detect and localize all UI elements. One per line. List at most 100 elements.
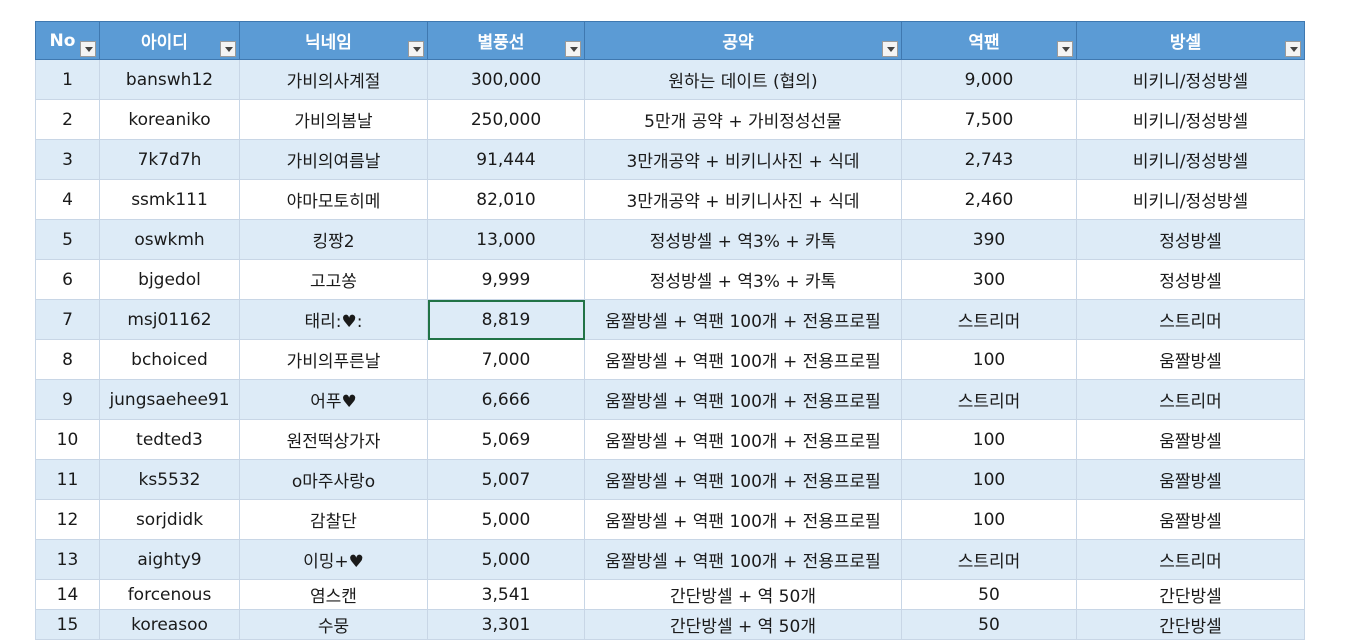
cell-no[interactable]: 7 xyxy=(35,299,100,340)
cell-nick[interactable]: 어푸♥ xyxy=(239,379,428,420)
cell-balloons[interactable]: 5,007 xyxy=(427,459,585,500)
column-header-balloons[interactable]: 별풍선 xyxy=(427,21,585,60)
cell-reverse[interactable]: 9,000 xyxy=(901,59,1077,100)
cell-id[interactable]: oswkmh xyxy=(99,219,240,260)
cell-balloons[interactable]: 3,541 xyxy=(427,579,585,610)
cell-reverse[interactable]: 50 xyxy=(901,609,1077,640)
cell-no[interactable]: 10 xyxy=(35,419,100,460)
cell-room[interactable]: 비키니/정성방셀 xyxy=(1076,139,1305,180)
cell-room[interactable]: 움짤방셀 xyxy=(1076,419,1305,460)
cell-balloons[interactable]: 13,000 xyxy=(427,219,585,260)
filter-dropdown-icon[interactable] xyxy=(408,41,424,57)
cell-pledge[interactable]: 움짤방셀 + 역팬 100개 + 전용프로필 xyxy=(584,459,902,500)
cell-balloons[interactable]: 5,000 xyxy=(427,539,585,580)
cell-reverse[interactable]: 스트리머 xyxy=(901,539,1077,580)
cell-nick[interactable]: 감찰단 xyxy=(239,499,428,540)
cell-no[interactable]: 1 xyxy=(35,59,100,100)
filter-dropdown-icon[interactable] xyxy=(1285,41,1301,57)
cell-id[interactable]: bchoiced xyxy=(99,339,240,380)
cell-pledge[interactable]: 움짤방셀 + 역팬 100개 + 전용프로필 xyxy=(584,499,902,540)
cell-nick[interactable]: 야마모토히메 xyxy=(239,179,428,220)
cell-room[interactable]: 스트리머 xyxy=(1076,539,1305,580)
cell-pledge[interactable]: 정성방셀 + 역3% + 카톡 xyxy=(584,219,902,260)
cell-no[interactable]: 11 xyxy=(35,459,100,500)
cell-id[interactable]: ssmk111 xyxy=(99,179,240,220)
cell-room[interactable]: 움짤방셀 xyxy=(1076,459,1305,500)
cell-nick[interactable]: 킹짱2 xyxy=(239,219,428,260)
cell-reverse[interactable]: 100 xyxy=(901,459,1077,500)
cell-nick[interactable]: 가비의봄날 xyxy=(239,99,428,140)
cell-balloons[interactable]: 250,000 xyxy=(427,99,585,140)
column-header-nick[interactable]: 닉네임 xyxy=(239,21,428,60)
cell-no[interactable]: 4 xyxy=(35,179,100,220)
cell-room[interactable]: 스트리머 xyxy=(1076,299,1305,340)
cell-pledge[interactable]: 원하는 데이트 (협의) xyxy=(584,59,902,100)
cell-no[interactable]: 12 xyxy=(35,499,100,540)
cell-id[interactable]: forcenous xyxy=(99,579,240,610)
cell-room[interactable]: 비키니/정성방셀 xyxy=(1076,179,1305,220)
cell-nick[interactable]: 이밍+♥ xyxy=(239,539,428,580)
cell-nick[interactable]: 수뭉 xyxy=(239,609,428,640)
cell-pledge[interactable]: 움짤방셀 + 역팬 100개 + 전용프로필 xyxy=(584,339,902,380)
cell-balloons[interactable]: 5,069 xyxy=(427,419,585,460)
cell-pledge[interactable]: 움짤방셀 + 역팬 100개 + 전용프로필 xyxy=(584,419,902,460)
cell-no[interactable]: 13 xyxy=(35,539,100,580)
cell-nick[interactable]: 가비의여름날 xyxy=(239,139,428,180)
cell-id[interactable]: ks5532 xyxy=(99,459,240,500)
filter-dropdown-icon[interactable] xyxy=(1057,41,1073,57)
cell-nick[interactable]: 가비의푸른날 xyxy=(239,339,428,380)
filter-dropdown-icon[interactable] xyxy=(220,41,236,57)
cell-id[interactable]: tedted3 xyxy=(99,419,240,460)
cell-pledge[interactable]: 3만개공약 + 비키니사진 + 식데 xyxy=(584,139,902,180)
column-header-room[interactable]: 방셀 xyxy=(1076,21,1305,60)
cell-pledge[interactable]: 정성방셀 + 역3% + 카톡 xyxy=(584,259,902,300)
cell-reverse[interactable]: 2,743 xyxy=(901,139,1077,180)
cell-room[interactable]: 비키니/정성방셀 xyxy=(1076,99,1305,140)
cell-no[interactable]: 14 xyxy=(35,579,100,610)
cell-no[interactable]: 8 xyxy=(35,339,100,380)
cell-reverse[interactable]: 2,460 xyxy=(901,179,1077,220)
cell-no[interactable]: 6 xyxy=(35,259,100,300)
cell-reverse[interactable]: 300 xyxy=(901,259,1077,300)
cell-reverse[interactable]: 7,500 xyxy=(901,99,1077,140)
cell-balloons[interactable]: 3,301 xyxy=(427,609,585,640)
cell-pledge[interactable]: 3만개공약 + 비키니사진 + 식데 xyxy=(584,179,902,220)
cell-id[interactable]: aighty9 xyxy=(99,539,240,580)
cell-id[interactable]: koreaniko xyxy=(99,99,240,140)
cell-id[interactable]: msj01162 xyxy=(99,299,240,340)
column-header-pledge[interactable]: 공약 xyxy=(584,21,902,60)
column-header-reverse[interactable]: 역팬 xyxy=(901,21,1077,60)
cell-id[interactable]: sorjdidk xyxy=(99,499,240,540)
cell-nick[interactable]: 태리:♥: xyxy=(239,299,428,340)
cell-id[interactable]: banswh12 xyxy=(99,59,240,100)
cell-balloons[interactable]: 91,444 xyxy=(427,139,585,180)
cell-reverse[interactable]: 스트리머 xyxy=(901,379,1077,420)
cell-no[interactable]: 15 xyxy=(35,609,100,640)
column-header-id[interactable]: 아이디 xyxy=(99,21,240,60)
cell-balloons[interactable]: 5,000 xyxy=(427,499,585,540)
cell-balloons[interactable]: 9,999 xyxy=(427,259,585,300)
cell-reverse[interactable]: 100 xyxy=(901,339,1077,380)
cell-balloons[interactable]: 82,010 xyxy=(427,179,585,220)
cell-no[interactable]: 3 xyxy=(35,139,100,180)
cell-no[interactable]: 9 xyxy=(35,379,100,420)
cell-balloons[interactable]: 8,819 xyxy=(427,299,585,340)
cell-balloons[interactable]: 7,000 xyxy=(427,339,585,380)
cell-no[interactable]: 5 xyxy=(35,219,100,260)
cell-balloons[interactable]: 6,666 xyxy=(427,379,585,420)
cell-nick[interactable]: 원전떡상가자 xyxy=(239,419,428,460)
cell-room[interactable]: 정성방셀 xyxy=(1076,219,1305,260)
cell-reverse[interactable]: 100 xyxy=(901,499,1077,540)
cell-room[interactable]: 정성방셀 xyxy=(1076,259,1305,300)
cell-pledge[interactable]: 움짤방셀 + 역팬 100개 + 전용프로필 xyxy=(584,379,902,420)
cell-nick[interactable]: o마주사랑o xyxy=(239,459,428,500)
cell-id[interactable]: jungsaehee91 xyxy=(99,379,240,420)
cell-room[interactable]: 간단방셀 xyxy=(1076,579,1305,610)
cell-pledge[interactable]: 간단방셀 + 역 50개 xyxy=(584,579,902,610)
filter-dropdown-icon[interactable] xyxy=(882,41,898,57)
cell-id[interactable]: 7k7d7h xyxy=(99,139,240,180)
cell-nick[interactable]: 고고쏭 xyxy=(239,259,428,300)
cell-pledge[interactable]: 움짤방셀 + 역팬 100개 + 전용프로필 xyxy=(584,539,902,580)
cell-reverse[interactable]: 50 xyxy=(901,579,1077,610)
cell-room[interactable]: 스트리머 xyxy=(1076,379,1305,420)
